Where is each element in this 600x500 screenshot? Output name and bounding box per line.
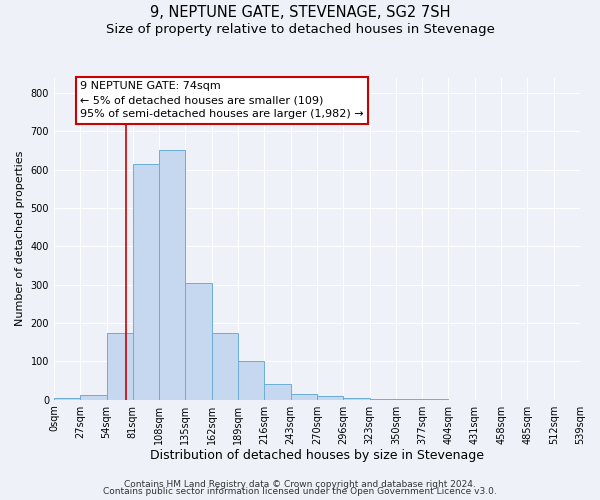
Bar <box>54 398 80 400</box>
Text: Size of property relative to detached houses in Stevenage: Size of property relative to detached ho… <box>106 22 494 36</box>
Bar <box>238 362 265 400</box>
Bar <box>317 396 343 400</box>
Text: Contains HM Land Registry data © Crown copyright and database right 2024.: Contains HM Land Registry data © Crown c… <box>124 480 476 489</box>
Text: 9 NEPTUNE GATE: 74sqm
← 5% of detached houses are smaller (109)
95% of semi-deta: 9 NEPTUNE GATE: 74sqm ← 5% of detached h… <box>80 82 364 120</box>
Bar <box>133 164 159 400</box>
Bar <box>290 394 317 400</box>
Text: 9, NEPTUNE GATE, STEVENAGE, SG2 7SH: 9, NEPTUNE GATE, STEVENAGE, SG2 7SH <box>150 5 450 20</box>
Bar <box>343 398 370 400</box>
X-axis label: Distribution of detached houses by size in Stevenage: Distribution of detached houses by size … <box>150 450 484 462</box>
Bar <box>80 395 107 400</box>
Text: Contains public sector information licensed under the Open Government Licence v3: Contains public sector information licen… <box>103 488 497 496</box>
Bar <box>185 282 212 400</box>
Bar <box>159 150 185 400</box>
Bar <box>107 332 133 400</box>
Bar <box>265 384 290 400</box>
Bar <box>370 398 396 400</box>
Bar <box>422 399 448 400</box>
Bar <box>396 399 422 400</box>
Y-axis label: Number of detached properties: Number of detached properties <box>15 151 25 326</box>
Bar <box>212 332 238 400</box>
